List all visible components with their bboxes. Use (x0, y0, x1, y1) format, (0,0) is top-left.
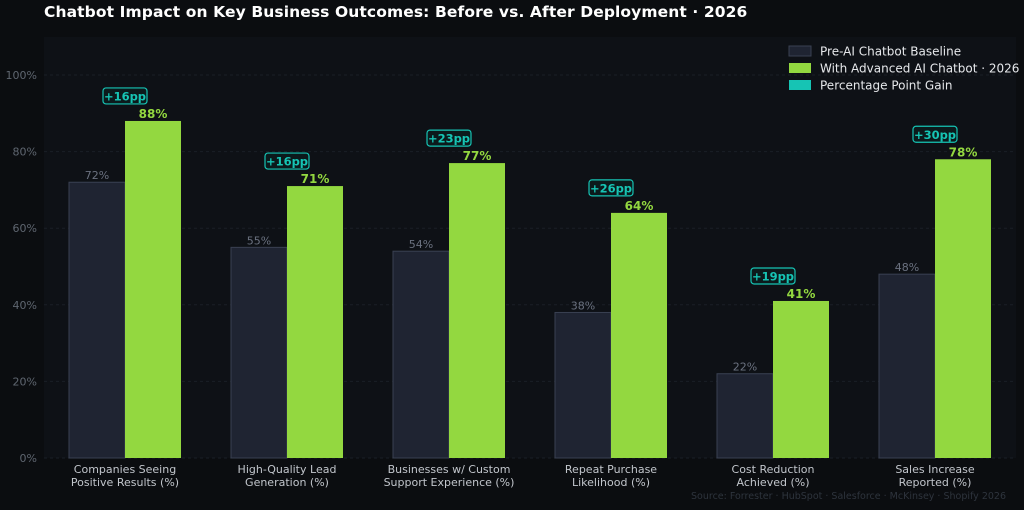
y-tick-label: 80% (13, 146, 37, 159)
gain-badge (750, 267, 796, 285)
advanced-bar (935, 159, 991, 458)
baseline-value-label: 72% (85, 169, 109, 182)
baseline-value-label: 38% (571, 299, 595, 312)
y-tick-label: 20% (13, 375, 37, 388)
category-label: Repeat Purchase (565, 463, 657, 476)
category-label: Achieved (%) (737, 476, 810, 489)
baseline-bar (68, 181, 126, 459)
y-tick-label: 100% (6, 69, 37, 82)
category-label: Reported (%) (899, 476, 972, 489)
advanced-bar (773, 300, 829, 458)
advanced-bar (287, 186, 343, 458)
gain-label: +16pp (104, 89, 146, 103)
advanced-value-label: 78% (949, 145, 978, 159)
y-tick-label: 40% (13, 299, 37, 312)
gain-badge (102, 87, 148, 105)
category-label: High-Quality Lead (238, 463, 337, 476)
advanced-value-label: 71% (301, 172, 330, 186)
legend: Pre-AI Chatbot Baseline With Advanced AI … (788, 45, 1019, 93)
data-labels: 72% 88% +16pp 55% 71% +16pp 54% 77% +23pp 38% 64% +… (85, 87, 978, 374)
category-label: Sales Increase (895, 463, 975, 476)
baseline-bar (716, 373, 774, 459)
legend-label: With Advanced AI Chatbot · 2026 (820, 62, 1019, 76)
baseline-bar (230, 246, 288, 459)
legend-label: Percentage Point Gain (820, 79, 953, 93)
category-label: Businesses w/ Custom (388, 463, 511, 476)
advanced-bar (125, 120, 181, 459)
category-label: Companies Seeing (74, 463, 176, 476)
gain-badge (426, 129, 472, 147)
chart-title: Chatbot Impact on Key Business Outcomes:… (44, 3, 748, 21)
y-axis: 0% 20% 40% 60% 80% 100% (6, 69, 37, 465)
gain-label: +23pp (428, 132, 470, 146)
gain-label: +16pp (266, 155, 308, 169)
gain-badge (588, 179, 634, 197)
baseline-value-label: 54% (409, 238, 433, 251)
baseline-bar (392, 250, 450, 459)
advanced-value-label: 64% (625, 199, 654, 213)
legend-swatch (789, 63, 811, 73)
baseline-value-label: 55% (247, 234, 271, 247)
advanced-value-label: 88% (139, 107, 168, 121)
legend-swatch (788, 45, 812, 57)
y-tick-label: 60% (13, 222, 37, 235)
bars (68, 120, 991, 459)
source-note: Source: Forrester · HubSpot · Salesforce… (691, 491, 1006, 502)
baseline-bar (878, 273, 936, 459)
gain-label: +30pp (914, 128, 956, 142)
legend-label: Pre-AI Chatbot Baseline (820, 45, 961, 59)
legend-swatch (789, 80, 811, 90)
category-label: Positive Results (%) (71, 476, 179, 489)
baseline-value-label: 48% (895, 261, 919, 274)
baseline-bar (554, 311, 612, 459)
gain-badge (264, 152, 310, 170)
advanced-bar (449, 163, 505, 458)
baseline-value-label: 22% (733, 361, 757, 374)
category-label: Likelihood (%) (572, 476, 650, 489)
category-label: Generation (%) (245, 476, 329, 489)
y-tick-label: 0% (20, 452, 37, 465)
gain-label: +19pp (752, 269, 794, 283)
gain-label: +26pp (590, 181, 632, 195)
advanced-bar (611, 212, 667, 458)
advanced-value-label: 77% (463, 149, 492, 163)
category-label: Support Experience (%) (384, 476, 515, 489)
plot-background (44, 37, 1016, 458)
category-label: Cost Reduction (732, 463, 815, 476)
gain-badge (912, 125, 958, 143)
grid-lines (44, 74, 1016, 459)
advanced-value-label: 41% (787, 287, 816, 301)
